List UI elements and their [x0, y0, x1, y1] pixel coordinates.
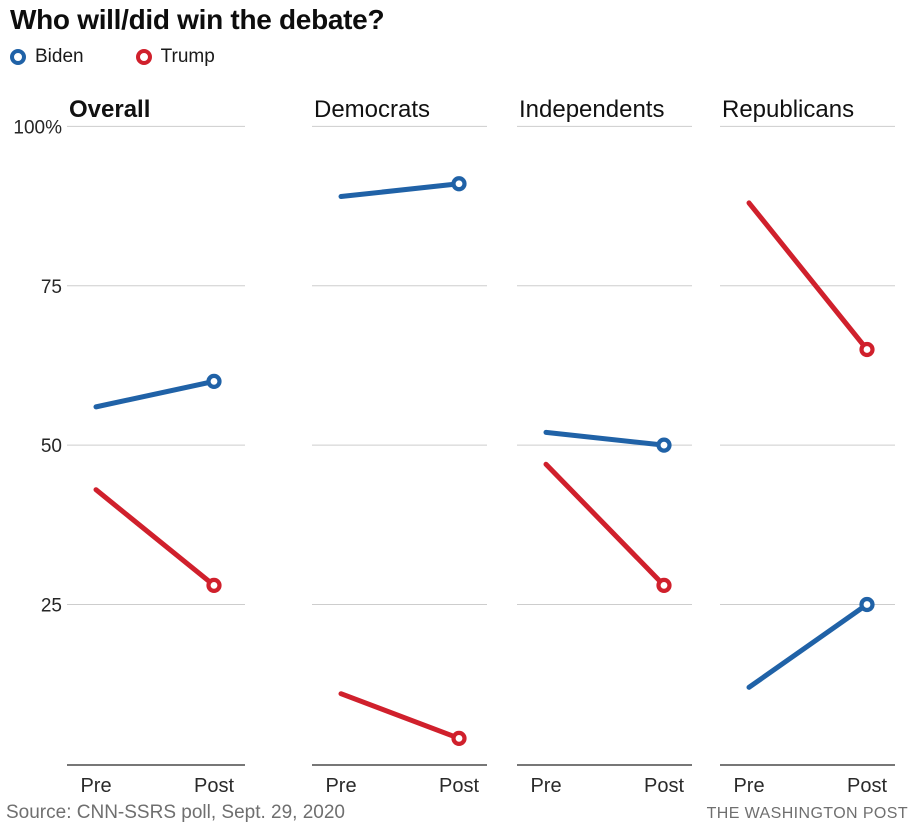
- biden-line: [543, 429, 667, 448]
- biden-post-marker: [451, 176, 467, 192]
- trump-post-marker: [451, 730, 467, 746]
- source-note: Source: CNN-SSRS poll, Sept. 29, 2020: [6, 802, 346, 823]
- panel-title-republicans: Republicans: [722, 96, 854, 123]
- trump-line: [93, 487, 217, 588]
- trump-marker-icon: [135, 49, 152, 65]
- y-tick-label-75: 75: [41, 277, 62, 298]
- biden-marker-icon: [10, 49, 26, 65]
- trump-post-marker: [859, 341, 875, 358]
- trump-line: [338, 691, 462, 741]
- biden-line: [338, 181, 462, 200]
- x-label-pre: Pre: [80, 775, 111, 797]
- publisher-credit: THE WASHINGTON POST: [706, 805, 908, 822]
- biden-line: [746, 601, 870, 690]
- trump-line: [543, 461, 667, 588]
- y-tick-label-100: 100%: [13, 117, 62, 138]
- x-label-post: Post: [439, 775, 479, 797]
- x-label-post: Post: [847, 775, 887, 797]
- y-tick-label-50: 50: [41, 436, 62, 457]
- panel-title-independents: Independents: [519, 96, 664, 123]
- x-label-pre: Pre: [530, 775, 561, 797]
- chart-title: Who will/did win the debate?: [10, 4, 385, 35]
- biden-post-marker: [206, 373, 222, 389]
- biden-post-marker: [656, 437, 672, 453]
- panel-independents: Independents Pre Post: [517, 96, 692, 797]
- trump-post-marker: [656, 577, 672, 593]
- panel-republicans: Republicans Pre Post: [720, 96, 895, 797]
- footer: Source: CNN-SSRS poll, Sept. 29, 2020 TH…: [6, 802, 908, 824]
- x-label-pre: Pre: [733, 775, 764, 797]
- legend-item-trump: Trump: [135, 46, 215, 68]
- legend-label-biden: Biden: [35, 46, 84, 67]
- biden-line: [93, 378, 217, 410]
- legend-item-biden: Biden: [10, 46, 84, 68]
- panel-title-overall: Overall: [69, 96, 150, 123]
- panel-overall: Overall Pre Post: [67, 96, 245, 797]
- x-label-post: Post: [194, 775, 234, 797]
- x-label-pre: Pre: [325, 775, 356, 797]
- trump-post-marker: [206, 577, 222, 593]
- biden-post-marker: [859, 596, 875, 613]
- panel-title-democrats: Democrats: [314, 96, 430, 123]
- y-tick-label-25: 25: [41, 595, 62, 616]
- legend: Biden Trump: [10, 46, 215, 68]
- legend-label-trump: Trump: [160, 46, 215, 67]
- trump-line: [746, 200, 870, 353]
- x-label-post: Post: [644, 775, 684, 797]
- panel-democrats: Democrats Pre Post: [312, 96, 487, 797]
